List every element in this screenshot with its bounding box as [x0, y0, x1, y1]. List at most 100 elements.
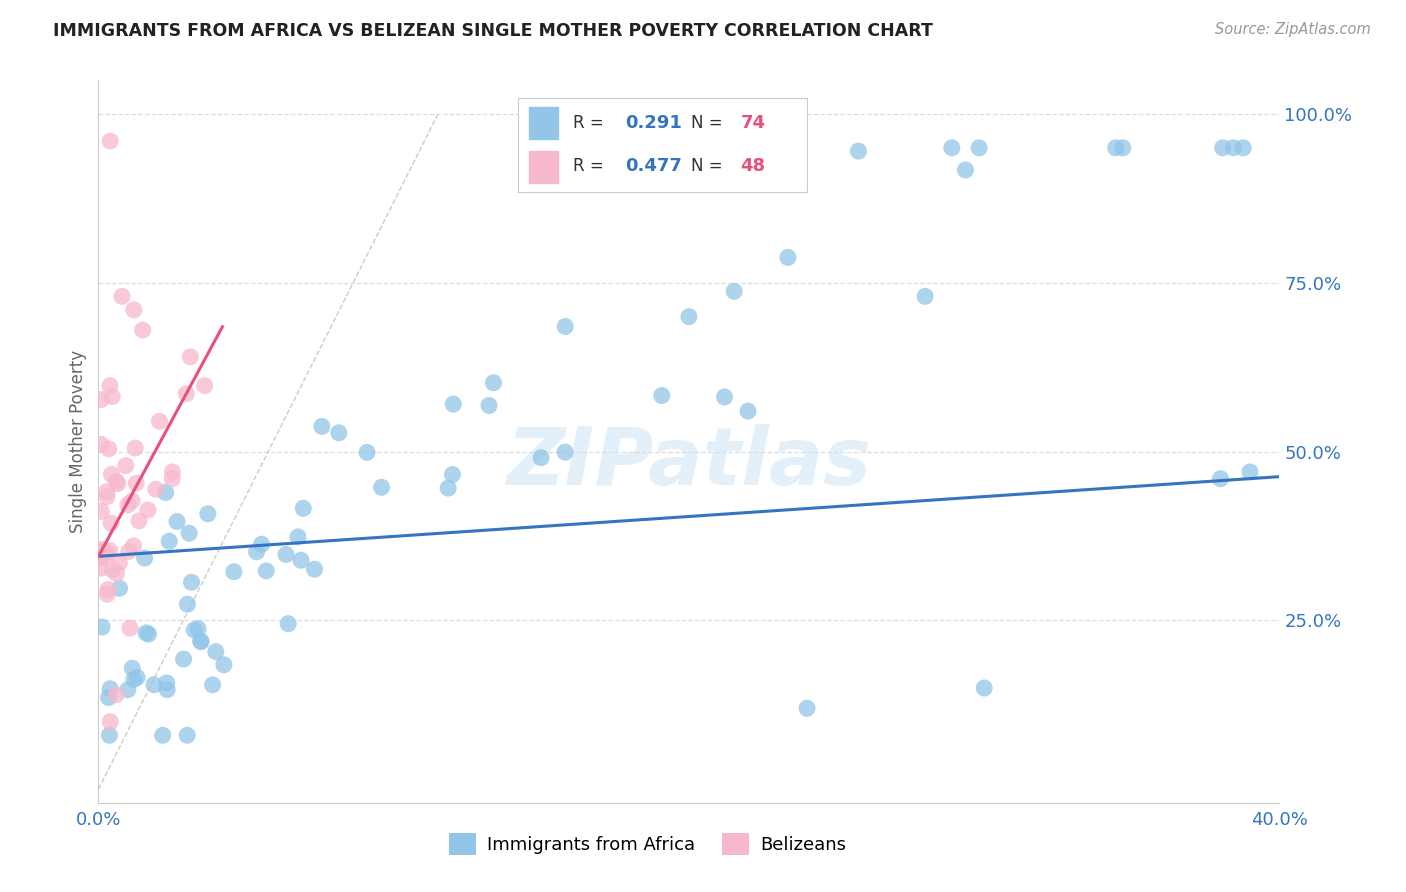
Point	[97, 690, 120, 705]
Point	[212, 657, 235, 672]
Point	[156, 676, 179, 690]
Point	[100, 467, 122, 482]
Point	[941, 141, 963, 155]
Point	[1112, 141, 1135, 155]
Point	[554, 445, 576, 459]
Point	[179, 526, 201, 541]
Point	[292, 501, 315, 516]
Point	[125, 476, 148, 491]
Point	[370, 480, 392, 494]
Point	[737, 404, 759, 418]
Point	[122, 539, 145, 553]
Point	[117, 498, 139, 512]
Point	[967, 141, 990, 155]
Point	[101, 563, 124, 577]
Point	[90, 437, 112, 451]
Point	[848, 144, 870, 158]
Point	[290, 553, 312, 567]
Point	[183, 623, 205, 637]
Point	[776, 251, 799, 265]
Y-axis label: Single Mother Poverty: Single Mother Poverty	[69, 350, 87, 533]
Point	[222, 565, 245, 579]
Point	[554, 319, 576, 334]
Point	[90, 542, 112, 557]
Point	[98, 134, 121, 148]
Point	[1232, 141, 1254, 155]
Point	[176, 386, 198, 401]
Point	[356, 445, 378, 459]
Point	[90, 549, 112, 564]
Point	[108, 556, 131, 570]
Point	[118, 544, 141, 558]
Point	[91, 620, 114, 634]
Point	[152, 728, 174, 742]
Point	[713, 390, 735, 404]
Point	[651, 388, 673, 402]
Point	[1222, 141, 1244, 155]
Point	[955, 163, 977, 178]
Point	[96, 490, 118, 504]
Point	[114, 458, 136, 473]
Point	[194, 378, 217, 392]
Point	[118, 621, 141, 635]
Point	[190, 634, 212, 648]
Point	[187, 622, 209, 636]
Point	[143, 678, 166, 692]
Text: IMMIGRANTS FROM AFRICA VS BELIZEAN SINGLE MOTHER POVERTY CORRELATION CHART: IMMIGRANTS FROM AFRICA VS BELIZEAN SINGL…	[53, 22, 934, 40]
Point	[1212, 141, 1234, 155]
Point	[122, 673, 145, 687]
Point	[973, 681, 995, 695]
Point	[90, 504, 112, 518]
Point	[98, 681, 121, 696]
Point	[100, 516, 122, 530]
Point	[96, 587, 118, 601]
Point	[145, 482, 167, 496]
Point	[437, 481, 460, 495]
Point	[90, 544, 112, 558]
Point	[197, 507, 219, 521]
Point	[173, 652, 195, 666]
Point	[796, 701, 818, 715]
Point	[304, 562, 326, 576]
Point	[441, 467, 464, 482]
Point	[478, 399, 501, 413]
Point	[117, 682, 139, 697]
Point	[135, 626, 157, 640]
Point	[134, 551, 156, 566]
Point	[90, 561, 112, 575]
Point	[121, 661, 143, 675]
Point	[190, 635, 212, 649]
Point	[155, 485, 177, 500]
Point	[274, 548, 297, 562]
Point	[180, 575, 202, 590]
Point	[105, 688, 128, 702]
Point	[277, 616, 299, 631]
Point	[254, 564, 277, 578]
Point	[179, 350, 201, 364]
Point	[287, 530, 309, 544]
Point	[1104, 141, 1126, 155]
Point	[97, 442, 120, 456]
Point	[132, 323, 155, 337]
Point	[245, 545, 267, 559]
Point	[204, 645, 226, 659]
Point	[124, 441, 146, 455]
Point	[122, 302, 145, 317]
Point	[162, 465, 184, 479]
Point	[98, 378, 121, 392]
Point	[166, 515, 188, 529]
Point	[101, 390, 124, 404]
Point	[125, 670, 148, 684]
Point	[250, 537, 273, 551]
Point	[94, 545, 117, 559]
Point	[201, 678, 224, 692]
Text: Source: ZipAtlas.com: Source: ZipAtlas.com	[1215, 22, 1371, 37]
Point	[136, 503, 159, 517]
Point	[105, 566, 128, 581]
Point	[107, 476, 129, 491]
Point	[148, 414, 170, 428]
Point	[128, 514, 150, 528]
Text: ZIPatlas: ZIPatlas	[506, 425, 872, 502]
Point	[98, 728, 121, 742]
Point	[105, 475, 128, 489]
